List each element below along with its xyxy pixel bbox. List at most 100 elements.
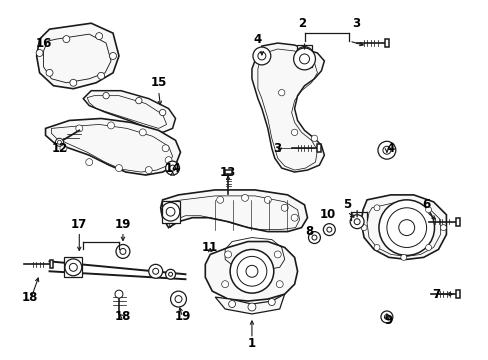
FancyBboxPatch shape <box>296 45 312 67</box>
Circle shape <box>373 205 379 211</box>
Polygon shape <box>205 242 297 301</box>
FancyBboxPatch shape <box>317 144 321 152</box>
Circle shape <box>308 231 320 243</box>
Text: 14: 14 <box>164 162 181 175</box>
Circle shape <box>281 204 287 211</box>
Text: 3: 3 <box>273 142 281 155</box>
Circle shape <box>398 220 414 235</box>
Text: 8: 8 <box>305 225 313 238</box>
Circle shape <box>221 281 228 288</box>
Polygon shape <box>215 294 284 314</box>
Circle shape <box>60 145 67 152</box>
Text: 12: 12 <box>51 142 67 155</box>
Circle shape <box>230 249 273 293</box>
Text: 18: 18 <box>21 291 38 303</box>
Circle shape <box>36 50 43 57</box>
Text: 4: 4 <box>253 33 262 46</box>
Text: 17: 17 <box>71 218 87 231</box>
Circle shape <box>76 125 82 132</box>
Text: 11: 11 <box>202 241 218 254</box>
Circle shape <box>278 90 285 96</box>
FancyBboxPatch shape <box>455 218 459 226</box>
Circle shape <box>245 265 257 277</box>
Circle shape <box>274 251 281 258</box>
Circle shape <box>378 200 434 255</box>
Circle shape <box>168 272 172 276</box>
Circle shape <box>70 79 77 86</box>
Circle shape <box>46 69 53 76</box>
Text: 10: 10 <box>319 208 335 221</box>
FancyBboxPatch shape <box>224 170 231 174</box>
Text: 5: 5 <box>343 198 350 211</box>
Circle shape <box>384 314 388 319</box>
Circle shape <box>228 301 235 307</box>
Circle shape <box>241 194 248 201</box>
Circle shape <box>98 72 104 79</box>
Circle shape <box>425 244 431 251</box>
Circle shape <box>349 215 364 229</box>
Circle shape <box>377 141 395 159</box>
Circle shape <box>55 138 63 146</box>
Circle shape <box>326 227 331 232</box>
FancyBboxPatch shape <box>49 260 53 268</box>
Circle shape <box>107 122 114 129</box>
Polygon shape <box>45 118 180 175</box>
Circle shape <box>400 255 406 260</box>
Circle shape <box>63 36 70 42</box>
Circle shape <box>276 281 283 288</box>
Text: 15: 15 <box>150 76 166 89</box>
Circle shape <box>293 48 315 70</box>
Circle shape <box>373 244 379 251</box>
Text: 9: 9 <box>384 314 392 327</box>
Circle shape <box>165 157 172 164</box>
Circle shape <box>252 47 270 65</box>
Circle shape <box>247 303 255 311</box>
Circle shape <box>115 165 122 172</box>
Circle shape <box>135 98 142 104</box>
Circle shape <box>360 225 366 231</box>
Circle shape <box>224 251 231 258</box>
Text: 1: 1 <box>247 337 256 350</box>
Circle shape <box>268 298 275 306</box>
Text: 7: 7 <box>431 288 440 301</box>
Circle shape <box>57 140 61 144</box>
Circle shape <box>152 268 158 274</box>
Circle shape <box>96 33 102 40</box>
Circle shape <box>440 225 446 231</box>
Text: 2: 2 <box>298 17 306 30</box>
Text: 4: 4 <box>386 142 394 155</box>
Circle shape <box>115 290 122 298</box>
Text: 6: 6 <box>422 198 430 211</box>
FancyBboxPatch shape <box>162 201 179 223</box>
FancyBboxPatch shape <box>384 39 388 47</box>
Polygon shape <box>37 23 119 89</box>
Text: 18: 18 <box>115 310 131 323</box>
Circle shape <box>257 52 265 60</box>
Text: 19: 19 <box>115 218 131 231</box>
Circle shape <box>170 291 186 307</box>
Text: 3: 3 <box>351 17 360 30</box>
Circle shape <box>311 235 316 240</box>
Text: 19: 19 <box>174 310 190 323</box>
Circle shape <box>145 167 152 174</box>
Circle shape <box>425 207 431 213</box>
Text: 16: 16 <box>35 37 52 50</box>
Circle shape <box>264 196 271 203</box>
Circle shape <box>382 146 390 154</box>
Circle shape <box>323 224 335 235</box>
Circle shape <box>311 135 317 141</box>
Circle shape <box>380 311 392 323</box>
Circle shape <box>139 129 146 136</box>
Circle shape <box>116 244 130 258</box>
Circle shape <box>120 248 126 255</box>
Circle shape <box>162 145 169 152</box>
Circle shape <box>159 109 165 116</box>
Circle shape <box>85 159 93 166</box>
Circle shape <box>165 269 175 279</box>
Circle shape <box>291 129 297 136</box>
Circle shape <box>165 161 179 175</box>
Circle shape <box>169 165 175 171</box>
FancyBboxPatch shape <box>64 257 82 277</box>
Polygon shape <box>83 91 175 132</box>
Circle shape <box>109 53 116 59</box>
